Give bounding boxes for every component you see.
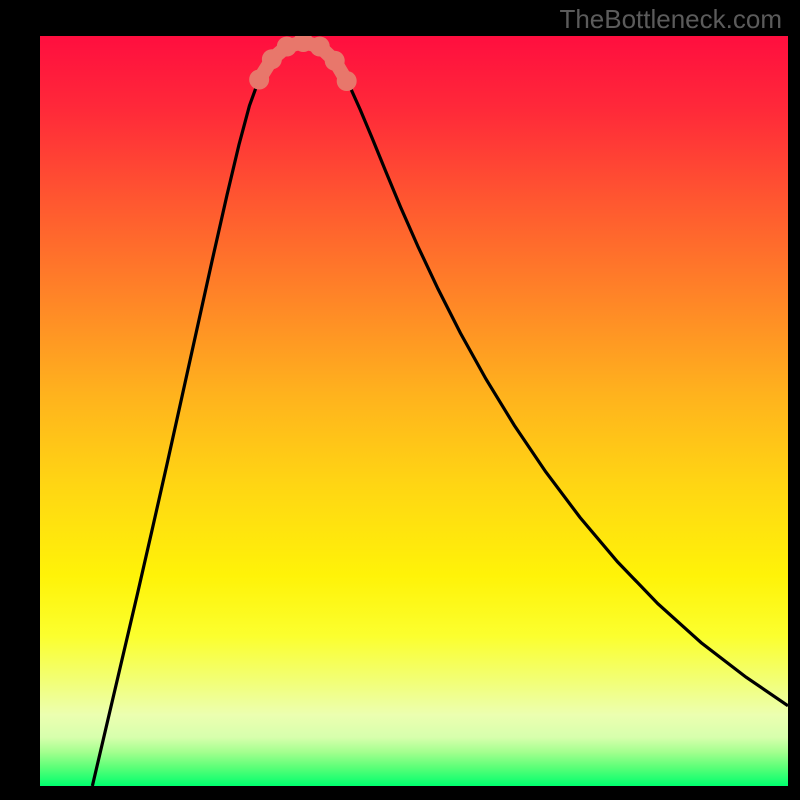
chart-stage: TheBottleneck.com bbox=[0, 0, 800, 800]
watermark-text: TheBottleneck.com bbox=[559, 4, 782, 35]
bead-segment-markers bbox=[249, 32, 357, 91]
bead-marker bbox=[325, 51, 345, 71]
bead-marker bbox=[337, 71, 357, 91]
curve-layer bbox=[40, 36, 788, 786]
bottleneck-curve bbox=[92, 42, 788, 786]
plot-frame bbox=[40, 36, 788, 786]
bead-marker bbox=[310, 36, 330, 56]
bead-marker bbox=[249, 69, 269, 89]
